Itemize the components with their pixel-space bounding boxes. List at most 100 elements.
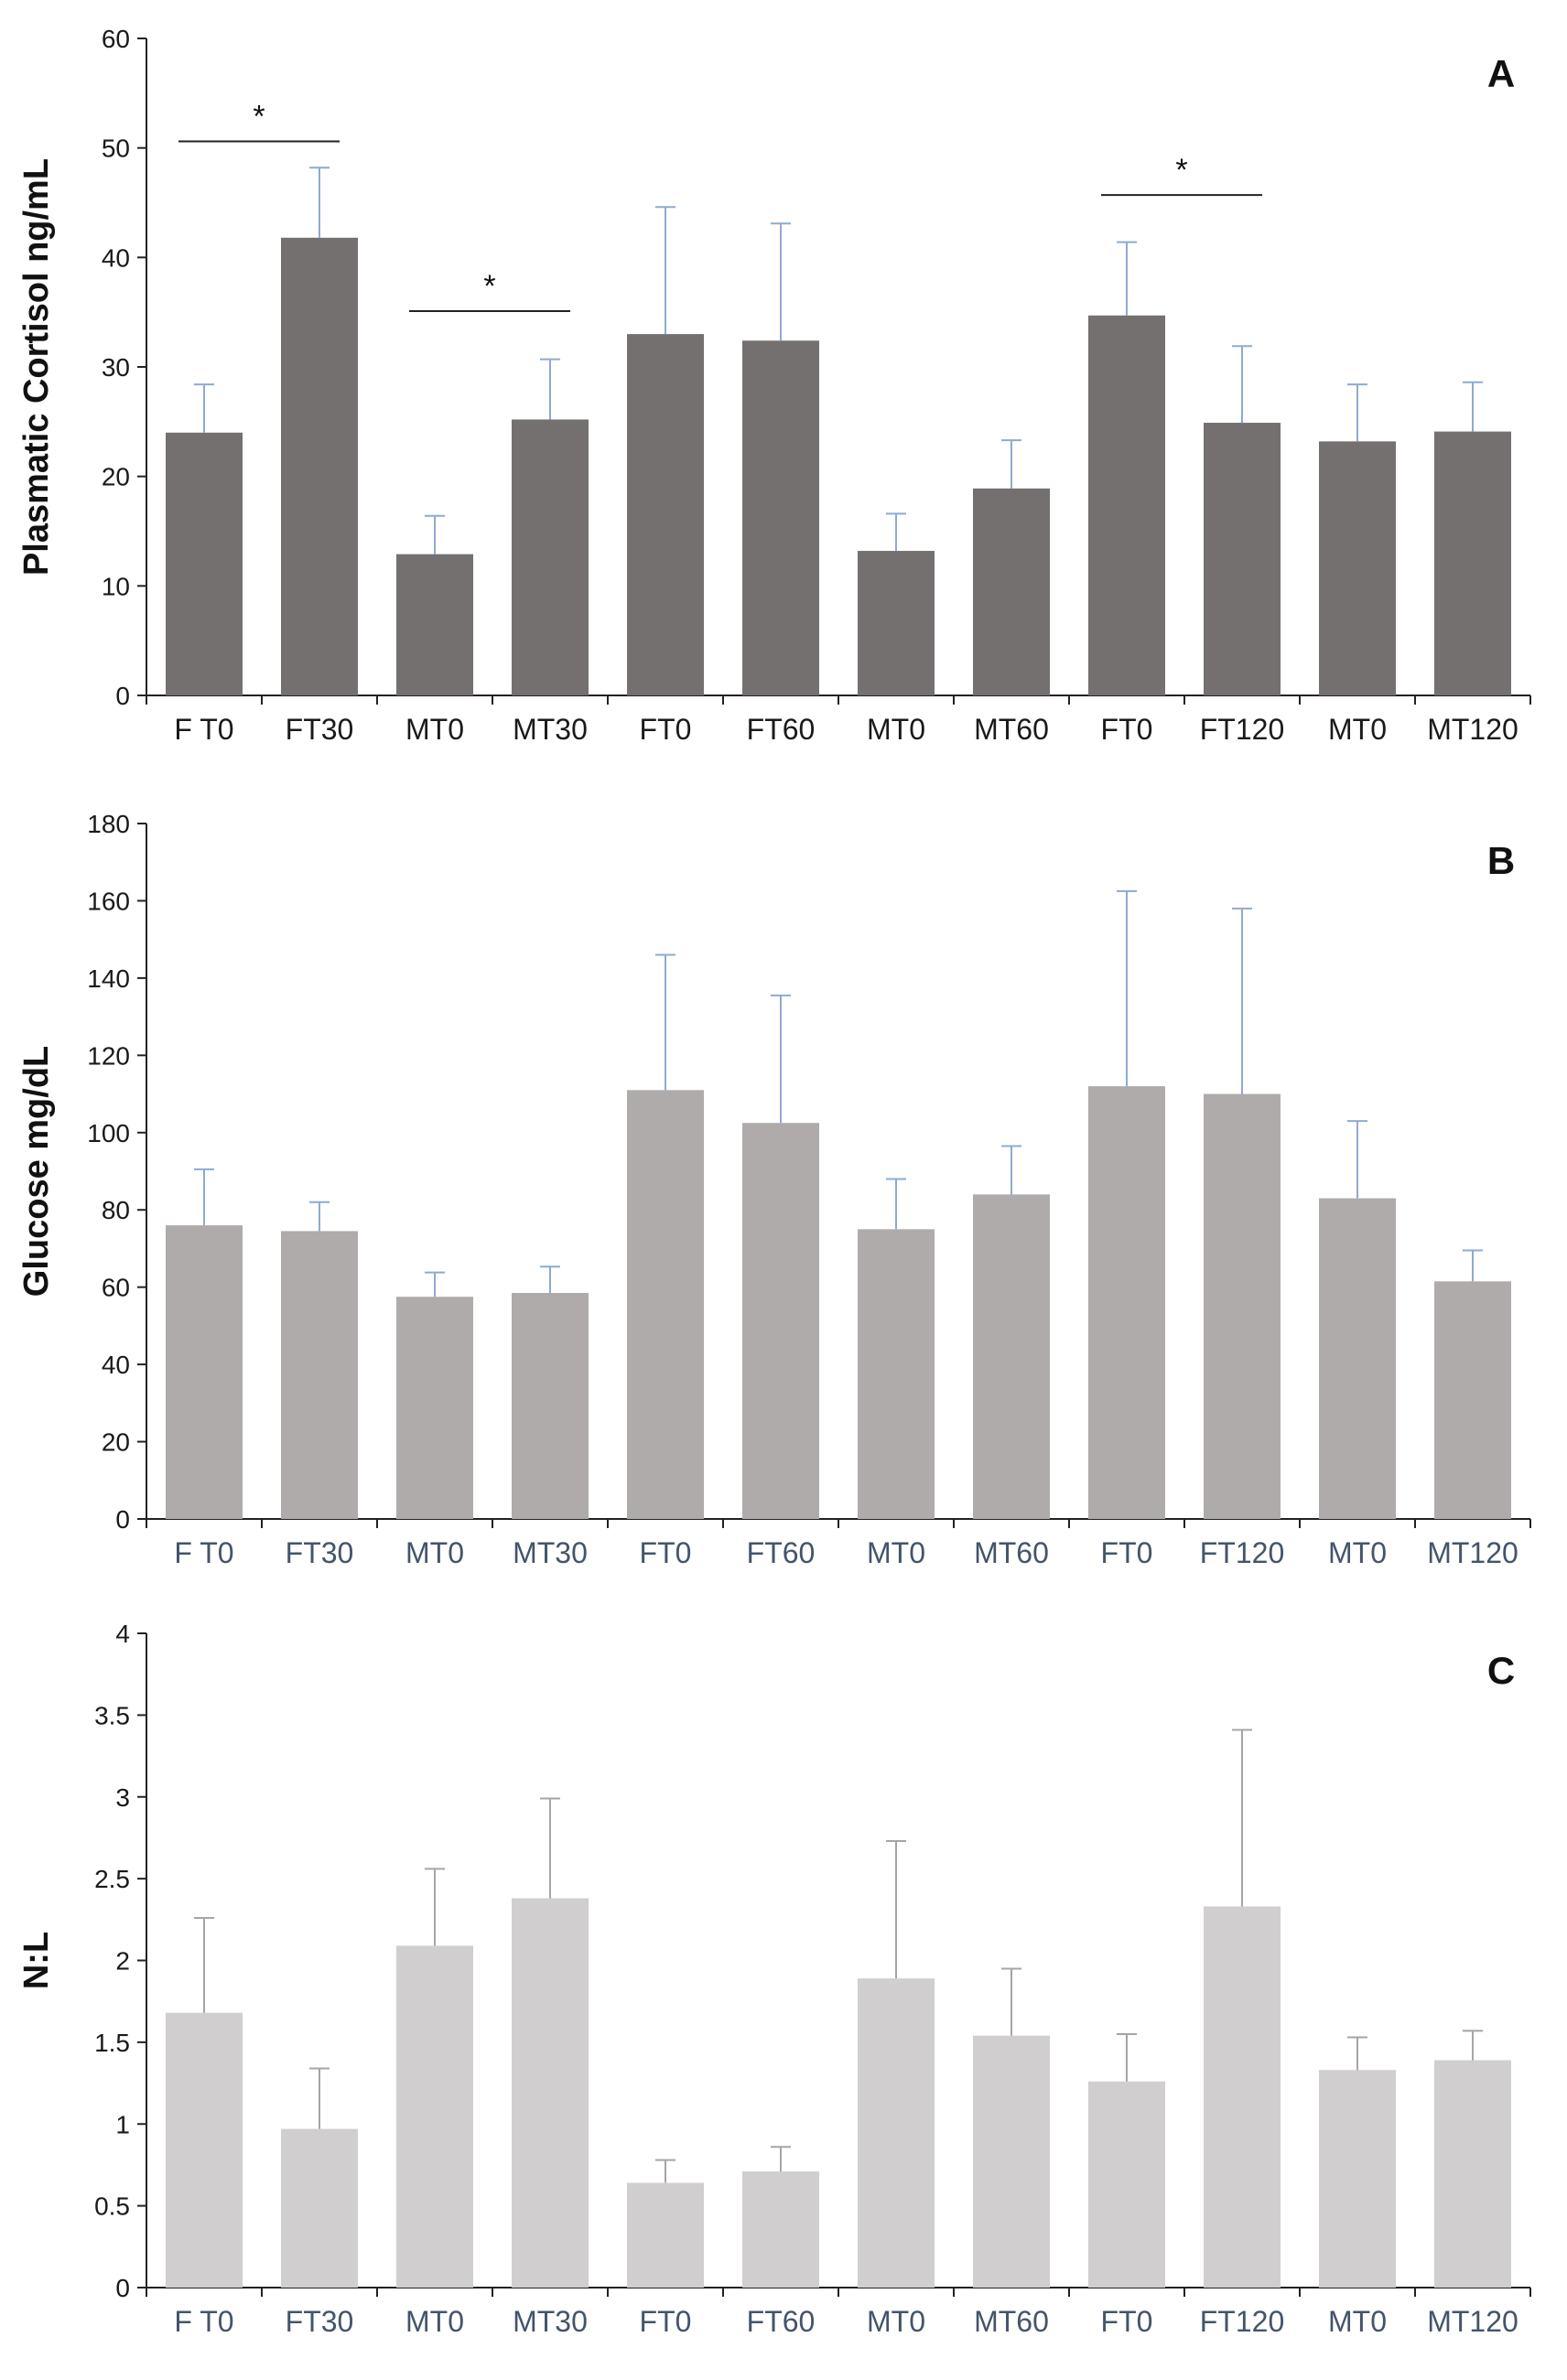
chart-panel-a: 0 10 20 30 40 50 60 F T0 FT30 MT0 MT30 FT0 FT60 MT0 MT… [17, 25, 1531, 746]
y-tick-label: 60 [102, 1274, 130, 1302]
x-tick-label: MT0 [405, 713, 464, 746]
bar [166, 1225, 243, 1519]
x-tick-label: MT0 [867, 1536, 925, 1569]
y-tick-label: 140 [87, 964, 130, 993]
y-tick-label: 120 [87, 1041, 130, 1070]
y-tick-label: 2.5 [94, 1865, 130, 1893]
bar [1088, 2081, 1165, 2288]
x-tick-label: FT0 [640, 2305, 692, 2338]
y-tick-label: 60 [102, 25, 130, 53]
bar [1319, 1198, 1396, 1519]
y-tick-label: 2 [115, 1947, 130, 1976]
bar [858, 1229, 935, 1519]
chart-panel-b: 0 20 40 60 80 100 120 140 160 180 F T0 FT30 MT0 MT30 F… [17, 810, 1531, 1569]
x-tick-label: FT30 [286, 2305, 354, 2338]
y-tick-label: 10 [102, 572, 130, 600]
panel-letter: C [1487, 1649, 1515, 1692]
y-axis-label: Glucose mg/dL [17, 1046, 56, 1297]
bar [1088, 1086, 1165, 1519]
x-tick-label: MT0 [867, 713, 925, 746]
bar [512, 1293, 589, 1519]
bar [1204, 1093, 1281, 1519]
bar [281, 237, 358, 695]
bar [858, 551, 935, 695]
x-tick-label: F T0 [174, 2305, 233, 2338]
bar [281, 2128, 358, 2288]
x-tick-label: FT60 [747, 2305, 816, 2338]
bar [1319, 441, 1396, 695]
x-tick-label: MT60 [974, 2305, 1049, 2338]
bar [627, 1090, 704, 1519]
bar [858, 1978, 935, 2288]
x-tick-label: FT120 [1200, 713, 1284, 746]
bar [1319, 2070, 1396, 2288]
x-tick-label: FT0 [1101, 1536, 1153, 1569]
bar [627, 2182, 704, 2288]
x-tick-label: F T0 [174, 713, 233, 746]
y-tick-label: 160 [87, 887, 130, 915]
x-tick-label: MT0 [405, 1536, 464, 1569]
y-axis-label: N:L [17, 1932, 56, 1989]
bar [396, 554, 473, 695]
y-tick-label: 1.5 [94, 2029, 130, 2057]
panel-letter: A [1487, 52, 1515, 95]
y-tick-label: 80 [102, 1196, 130, 1224]
bar [166, 432, 243, 695]
y-tick-label: 0 [115, 1505, 130, 1534]
x-tick-label: MT0 [405, 2305, 464, 2338]
x-tick-label: MT0 [1328, 1536, 1387, 1569]
bar [1204, 423, 1281, 695]
bar [512, 419, 589, 695]
y-tick-label: 180 [87, 810, 130, 838]
y-tick-label: 50 [102, 135, 130, 163]
x-tick-label: MT30 [513, 1536, 588, 1569]
bar [973, 488, 1050, 695]
y-tick-label: 40 [102, 1351, 130, 1379]
significance-star: * [483, 269, 495, 304]
y-tick-label: 0 [115, 2274, 130, 2302]
x-tick-label: MT120 [1427, 1536, 1518, 1569]
bar [627, 334, 704, 695]
y-tick-label: 0.5 [94, 2192, 130, 2221]
bar [1204, 1906, 1281, 2288]
x-tick-label: MT60 [974, 713, 1049, 746]
x-tick-label: FT0 [1101, 2305, 1153, 2338]
x-tick-label: MT0 [1328, 713, 1387, 746]
bar [512, 1898, 589, 2288]
bar [396, 1297, 473, 1519]
x-tick-label: FT120 [1200, 2305, 1284, 2338]
bar [396, 1945, 473, 2288]
y-tick-label: 20 [102, 1428, 130, 1457]
bar [973, 2035, 1050, 2288]
x-tick-label: FT30 [286, 1536, 354, 1569]
y-tick-label: 4 [115, 1620, 130, 1648]
x-tick-label: MT120 [1427, 713, 1518, 746]
significance-star: * [1175, 153, 1187, 188]
y-axis-label: Plasmatic Cortisol ng/mL [17, 158, 56, 576]
x-tick-label: FT120 [1200, 1536, 1284, 1569]
bar [281, 1231, 358, 1519]
y-tick-label: 3 [115, 1783, 130, 1812]
bar [973, 1194, 1050, 1519]
chart-panel-c: 0 0.5 1 1.5 2 2.5 3 3.5 4 F T0 FT30 MT0 MT30 FT0 FT60 M… [17, 1620, 1531, 2338]
y-tick-label: 20 [102, 463, 130, 491]
x-tick-label: MT0 [867, 2305, 925, 2338]
y-tick-label: 1 [115, 2110, 130, 2138]
y-tick-label: 0 [115, 682, 130, 710]
bar [742, 1123, 819, 1519]
bar [742, 2171, 819, 2288]
bar [1434, 431, 1511, 695]
y-tick-label: 30 [102, 353, 130, 382]
x-tick-label: FT0 [640, 1536, 692, 1569]
y-tick-label: 3.5 [94, 1701, 130, 1729]
x-tick-label: MT30 [513, 2305, 588, 2338]
x-tick-label: FT30 [286, 713, 354, 746]
x-tick-label: FT60 [747, 713, 816, 746]
significance-star: * [253, 99, 265, 134]
x-tick-label: MT120 [1427, 2305, 1518, 2338]
x-tick-label: FT60 [747, 1536, 816, 1569]
x-tick-label: FT0 [1101, 713, 1153, 746]
bar [1434, 1281, 1511, 1519]
bar [742, 340, 819, 695]
